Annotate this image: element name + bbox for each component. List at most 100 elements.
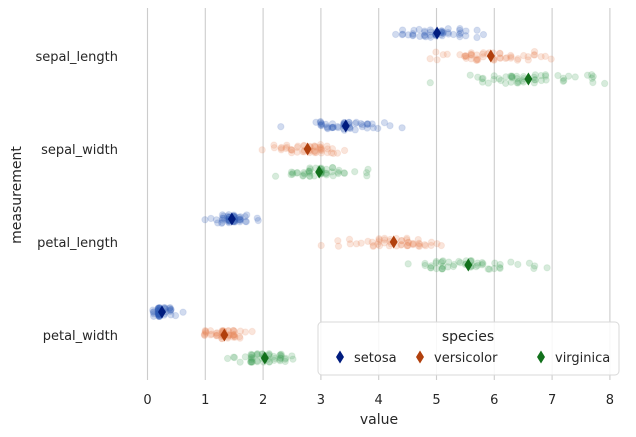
x-tick-label: 0 — [143, 393, 151, 408]
data-point — [333, 122, 342, 131]
data-point — [328, 120, 337, 128]
data-point — [369, 242, 377, 251]
data-point — [399, 30, 407, 38]
data-point — [501, 54, 510, 63]
data-point — [507, 72, 515, 80]
data-point — [277, 352, 285, 360]
data-point — [270, 356, 278, 364]
data-point — [236, 215, 244, 223]
data-point — [559, 74, 568, 82]
data-point — [334, 169, 343, 178]
data-point — [427, 262, 435, 270]
data-point — [474, 73, 482, 81]
data-point — [317, 119, 326, 128]
data-point — [248, 357, 256, 366]
data-point — [351, 119, 360, 128]
data-point — [219, 212, 228, 220]
data-point — [473, 26, 481, 34]
data-point — [484, 79, 493, 87]
x-tick-label: 1 — [201, 393, 209, 408]
data-point — [508, 73, 516, 81]
data-point — [374, 124, 382, 133]
data-point — [364, 165, 372, 174]
data-point — [491, 259, 499, 267]
data-point — [206, 327, 215, 335]
data-point — [287, 170, 295, 179]
data-point — [218, 219, 226, 227]
data-point — [322, 169, 331, 177]
data-point — [560, 76, 568, 85]
data-point — [305, 172, 314, 180]
data-point — [449, 262, 458, 271]
data-point — [328, 123, 336, 132]
data-point — [439, 257, 447, 265]
data-point — [530, 262, 539, 270]
data-point — [427, 238, 436, 246]
data-point — [241, 217, 250, 226]
y-axis-categories: sepal_length sepal_width petal_lengthpetal… — [35, 50, 118, 344]
data-point — [496, 54, 505, 62]
data-point — [444, 24, 452, 33]
data-point — [362, 168, 371, 177]
y-category-label: petal_length — [37, 236, 118, 251]
data-point — [541, 70, 550, 79]
data-point — [421, 33, 430, 41]
data-point — [311, 148, 319, 157]
data-point — [403, 234, 411, 242]
y-category-label: sepal_width — [41, 143, 118, 158]
data-point — [352, 240, 361, 248]
data-point — [312, 148, 320, 157]
data-point — [472, 262, 480, 271]
data-point — [321, 120, 330, 128]
data-point — [322, 169, 330, 178]
data-point — [317, 121, 326, 130]
data-point — [409, 31, 417, 39]
data-point — [462, 52, 470, 61]
data-point — [571, 73, 579, 81]
data-point — [345, 235, 354, 244]
data-point — [507, 78, 515, 86]
data-point — [462, 27, 470, 35]
data-point — [288, 352, 296, 360]
data-point — [530, 51, 538, 59]
data-point — [497, 76, 505, 85]
data-point — [391, 30, 400, 39]
data-point — [230, 332, 239, 341]
data-point — [201, 215, 209, 224]
data-point — [432, 259, 440, 267]
data-point — [328, 163, 337, 172]
data-point — [317, 121, 325, 129]
data-point — [455, 257, 463, 266]
data-point — [421, 28, 429, 36]
data-point — [541, 72, 550, 80]
data-point — [415, 242, 424, 250]
mean-marker — [486, 49, 495, 63]
data-point — [490, 72, 498, 80]
data-point — [323, 124, 332, 132]
data-point — [150, 310, 158, 318]
y-axis-title: measurement — [9, 146, 25, 244]
x-tick-label: 8 — [606, 393, 614, 408]
data-point — [214, 219, 222, 227]
data-point — [149, 308, 157, 316]
data-point — [444, 30, 453, 38]
data-point — [241, 328, 250, 336]
data-point — [253, 350, 262, 358]
data-point — [333, 149, 342, 157]
data-point — [305, 167, 313, 176]
data-point — [507, 51, 515, 60]
data-point — [277, 143, 286, 152]
data-point — [467, 51, 475, 59]
data-point — [415, 240, 424, 248]
data-point — [300, 170, 309, 178]
data-point — [403, 241, 412, 250]
data-point — [438, 265, 446, 273]
data-point — [473, 33, 481, 42]
data-point — [166, 305, 175, 314]
data-point — [229, 326, 238, 335]
data-point — [334, 236, 342, 245]
data-point — [230, 330, 239, 339]
mean-marker — [524, 72, 533, 86]
data-point — [368, 238, 376, 246]
x-axis-title: value — [360, 412, 398, 428]
